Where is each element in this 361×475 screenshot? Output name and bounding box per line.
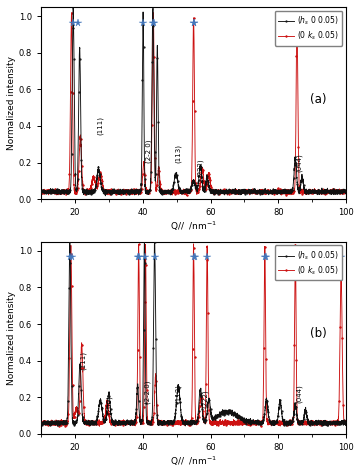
Text: (111): (111)	[97, 116, 104, 135]
Y-axis label: Normalized intensity: Normalized intensity	[7, 56, 16, 150]
Text: (a): (a)	[310, 93, 327, 106]
X-axis label: Q//  /nm$^{-1}$: Q// /nm$^{-1}$	[170, 220, 217, 233]
Text: (044): (044)	[296, 153, 302, 172]
Text: (222): (222)	[197, 159, 204, 177]
Y-axis label: Normalized intensity: Normalized intensity	[7, 291, 16, 385]
Legend: ($h_s$ 0 0.05), (0 $k_s$ 0.05): ($h_s$ 0 0.05), (0 $k_s$ 0.05)	[274, 246, 342, 280]
Text: (200): (200)	[106, 395, 112, 414]
Legend: ($h_s$ 0 0.05), (0 $k_s$ 0.05): ($h_s$ 0 0.05), (0 $k_s$ 0.05)	[274, 11, 342, 46]
Text: (2-2 0): (2-2 0)	[145, 380, 151, 403]
Text: (113): (113)	[175, 144, 182, 163]
Text: (044): (044)	[296, 384, 302, 403]
X-axis label: Q//  /nm$^{-1}$: Q// /nm$^{-1}$	[170, 455, 217, 468]
Text: (b): (b)	[310, 327, 327, 341]
Text: (111): (111)	[80, 351, 87, 370]
Text: (2-2 0): (2-2 0)	[146, 140, 152, 163]
Text: (222): (222)	[203, 390, 209, 408]
Text: (113): (113)	[175, 384, 182, 403]
